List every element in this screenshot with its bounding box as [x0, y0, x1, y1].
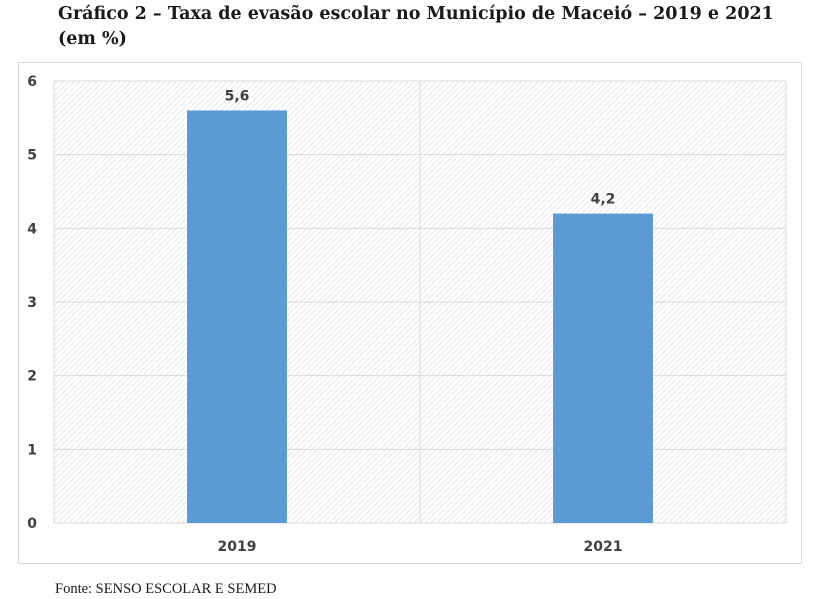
y-tick-label: 6	[27, 74, 37, 90]
x-tick-label-2019: 2019	[218, 539, 257, 555]
y-tick-label: 5	[27, 148, 37, 164]
y-tick-label: 0	[27, 516, 37, 532]
gridlines	[53, 80, 787, 524]
bars	[187, 110, 653, 523]
bar-2021	[553, 213, 653, 523]
x-axis-ticks: 2019 2021	[218, 539, 623, 555]
y-tick-label: 3	[27, 295, 37, 311]
data-label-2021: 4,2	[591, 192, 616, 208]
y-axis-ticks: 0 1 2 3 4 5 6	[27, 74, 37, 532]
y-tick-label: 1	[27, 442, 37, 458]
y-tick-label: 2	[27, 369, 37, 385]
data-labels: 5,6 4,2	[225, 88, 616, 207]
bar-2019	[187, 110, 287, 523]
chart-area: 5,6 4,2 0 1 2 3 4 5 6 2019 2021	[18, 62, 802, 564]
source-note: Fonte: SENSO ESCOLAR E SEMED	[55, 581, 277, 597]
x-tick-label-2021: 2021	[584, 539, 623, 555]
y-tick-label: 4	[27, 221, 37, 237]
chart-title: Gráfico 2 – Taxa de evasão escolar no Mu…	[58, 4, 774, 49]
data-label-2019: 5,6	[225, 88, 250, 104]
bar-chart: 5,6 4,2 0 1 2 3 4 5 6 2019 2021	[27, 74, 787, 555]
